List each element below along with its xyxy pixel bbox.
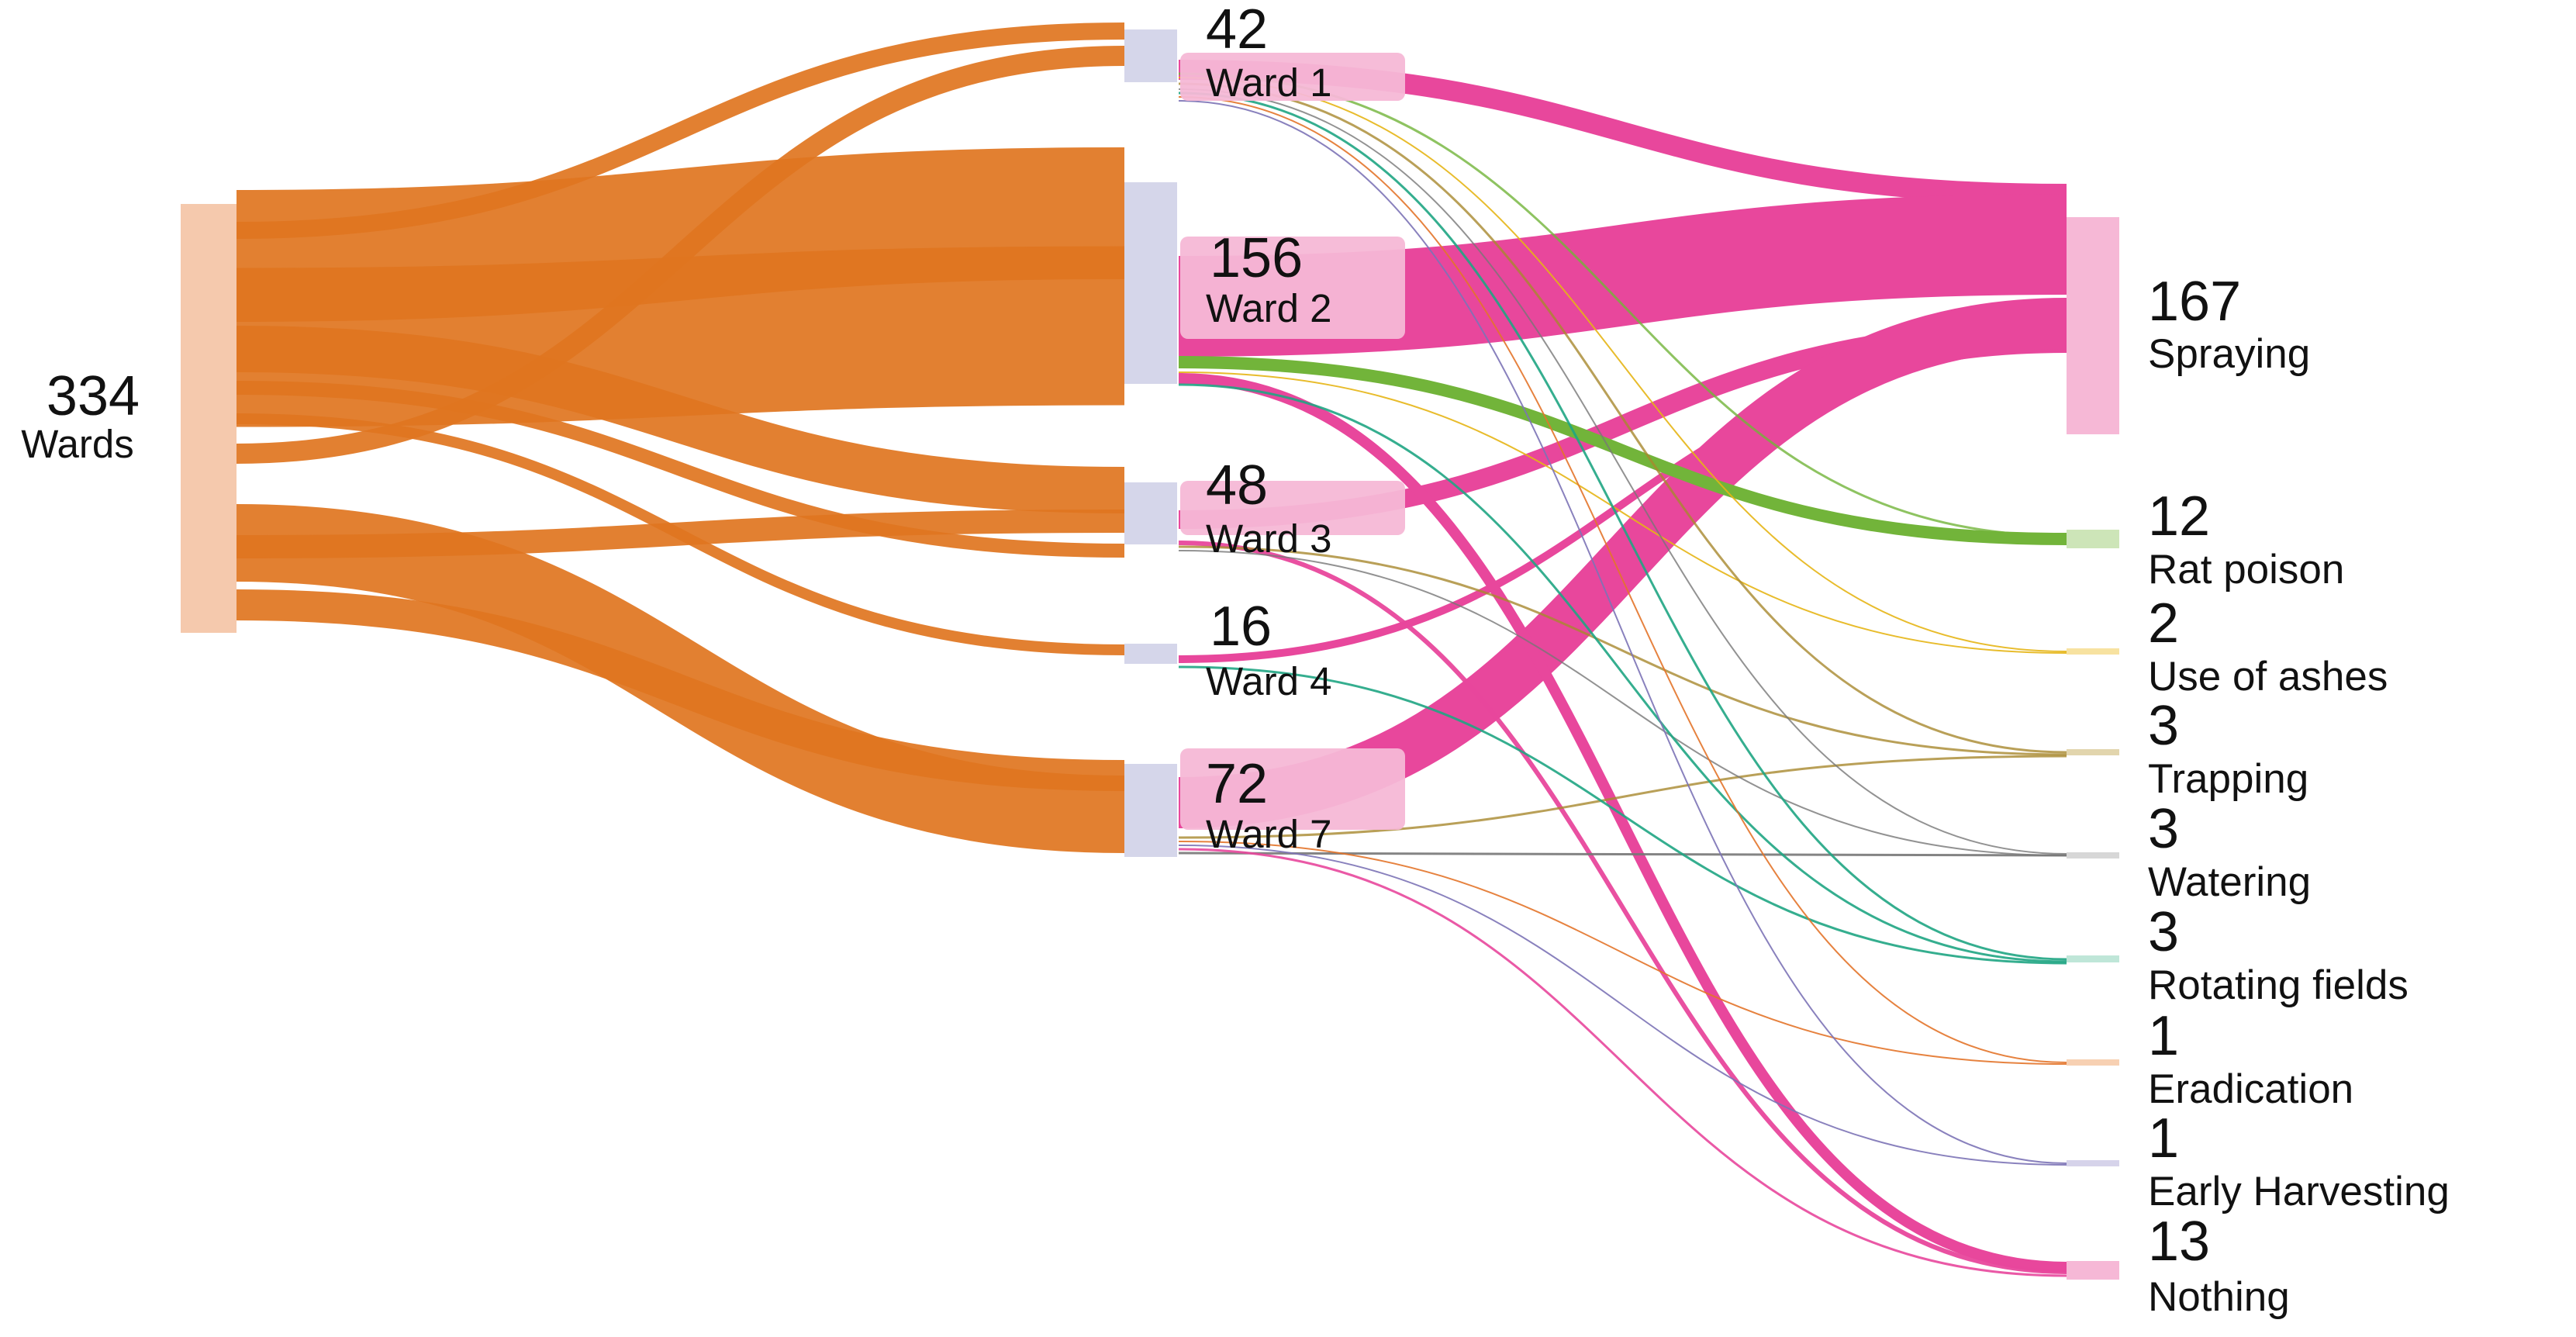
ward-1-label-box: [1180, 53, 1405, 101]
rat-poison-value: 12: [2148, 485, 2210, 548]
trapping-value: 3: [2148, 695, 2179, 757]
ward-4-node: [1124, 644, 1177, 664]
ward-2-label: Ward 2: [1206, 286, 1332, 330]
ward-3-node: [1124, 482, 1177, 544]
use-of-ashes-node: [2067, 648, 2119, 655]
ward-1-to-watering-link: [1178, 88, 2067, 855]
early-harvesting-label: Early Harvesting: [2148, 1169, 2450, 1214]
ward-1-label: Ward 1: [1206, 60, 1332, 105]
ward-7-node: [1124, 764, 1177, 857]
ward-label-boxes: [1180, 53, 1405, 830]
ward-1-to-eradication-link: [1178, 96, 2067, 1063]
ward-7-to-watering-link: [1178, 852, 2067, 857]
ward-2-to-rat-poison-link: [1178, 356, 2067, 545]
ward-2-node: [1124, 182, 1177, 384]
ward-1-to-rotating-fields-link: [1178, 92, 2067, 961]
nodes: [181, 29, 2119, 1280]
ward-7-label: Ward 7: [1206, 812, 1332, 856]
trapping-node: [2067, 749, 2119, 755]
watering-label: Watering: [2148, 859, 2311, 905]
source-to-ward-1-link: [236, 46, 1125, 464]
eradication-value: 1: [2148, 1005, 2179, 1067]
watering-node: [2067, 852, 2119, 859]
ward-3-value: 48: [1206, 454, 1268, 516]
ward-2-label-box: [1180, 237, 1405, 339]
ward-3-to-nothing-link: [1178, 541, 2067, 1274]
rotating-fields-node: [2067, 955, 2119, 962]
spraying-node: [2067, 217, 2119, 434]
ward-2-value: 156: [1210, 227, 1303, 289]
trapping-label: Trapping: [2148, 756, 2308, 802]
rotating-fields-label: Rotating fields: [2148, 962, 2409, 1008]
ward-3-to-trapping-link: [1178, 545, 2067, 756]
ward-7-label-box: [1180, 748, 1405, 830]
nothing-node: [2067, 1261, 2119, 1280]
ward-1-to-trapping-link: [1178, 82, 2067, 754]
source-to-ward-2-link: [236, 147, 1125, 322]
spraying-value: 167: [2148, 271, 2241, 333]
eradication-label: Eradication: [2148, 1066, 2353, 1112]
ward-3-label: Ward 3: [1206, 516, 1332, 561]
ward-7-to-trapping-link: [1178, 755, 2067, 839]
ward-7-to-early-harvesting-link: [1178, 845, 2067, 1166]
ward-4-value: 16: [1210, 596, 1272, 658]
use-of-ashes-label: Use of ashes: [2148, 654, 2388, 700]
eradication-node: [2067, 1059, 2119, 1066]
ward-4-to-rotating-fields-link: [1178, 665, 2067, 965]
ward-1-value: 42: [1206, 0, 1268, 60]
watering-value: 3: [2148, 798, 2179, 860]
ward-1-to-early-harvesting-link: [1178, 100, 2067, 1164]
early-harvesting-value: 1: [2148, 1107, 2179, 1169]
source-label: Wards: [21, 422, 133, 466]
ward-2-to-rotating-fields-link: [1178, 383, 2067, 963]
ward-1-to-use-of-ashes-link: [1178, 77, 2067, 652]
rat-poison-label: Rat poison: [2148, 547, 2344, 592]
source-to-ward-3-link: [236, 510, 1125, 558]
source-to-ward-3-link: [236, 381, 1125, 558]
use-of-ashes-value: 2: [2148, 592, 2179, 655]
ward-1-to-rat-poison-link: [1178, 72, 2067, 537]
source-to-ward-7-link: [236, 589, 1125, 791]
ward-7-to-spraying-link: [1178, 298, 2067, 828]
ward-3-to-watering-link: [1178, 550, 2067, 856]
ward-4-label: Ward 4: [1206, 659, 1332, 703]
rat-poison-node: [2067, 530, 2119, 548]
early-harvesting-node: [2067, 1160, 2119, 1166]
ward-3-label-box: [1180, 481, 1405, 535]
ward-7-to-eradication-link: [1178, 841, 2067, 1065]
source-to-ward-2-link: [236, 246, 1125, 427]
source-node: [181, 204, 237, 633]
nothing-value: 13: [2148, 1211, 2210, 1273]
source-links: [236, 22, 1125, 853]
ward-7-value: 72: [1206, 753, 1268, 815]
ward-2-to-nothing-link: [1178, 373, 2067, 1273]
ward-7-to-nothing-link: [1178, 848, 2067, 1277]
rotating-fields-value: 3: [2148, 901, 2179, 963]
source-value: 334: [47, 365, 140, 427]
ward-1-node: [1124, 29, 1177, 82]
ward-2-to-use-of-ashes-link: [1178, 371, 2067, 654]
spraying-label: Spraying: [2148, 331, 2310, 377]
nothing-label: Nothing: [2148, 1274, 2290, 1320]
